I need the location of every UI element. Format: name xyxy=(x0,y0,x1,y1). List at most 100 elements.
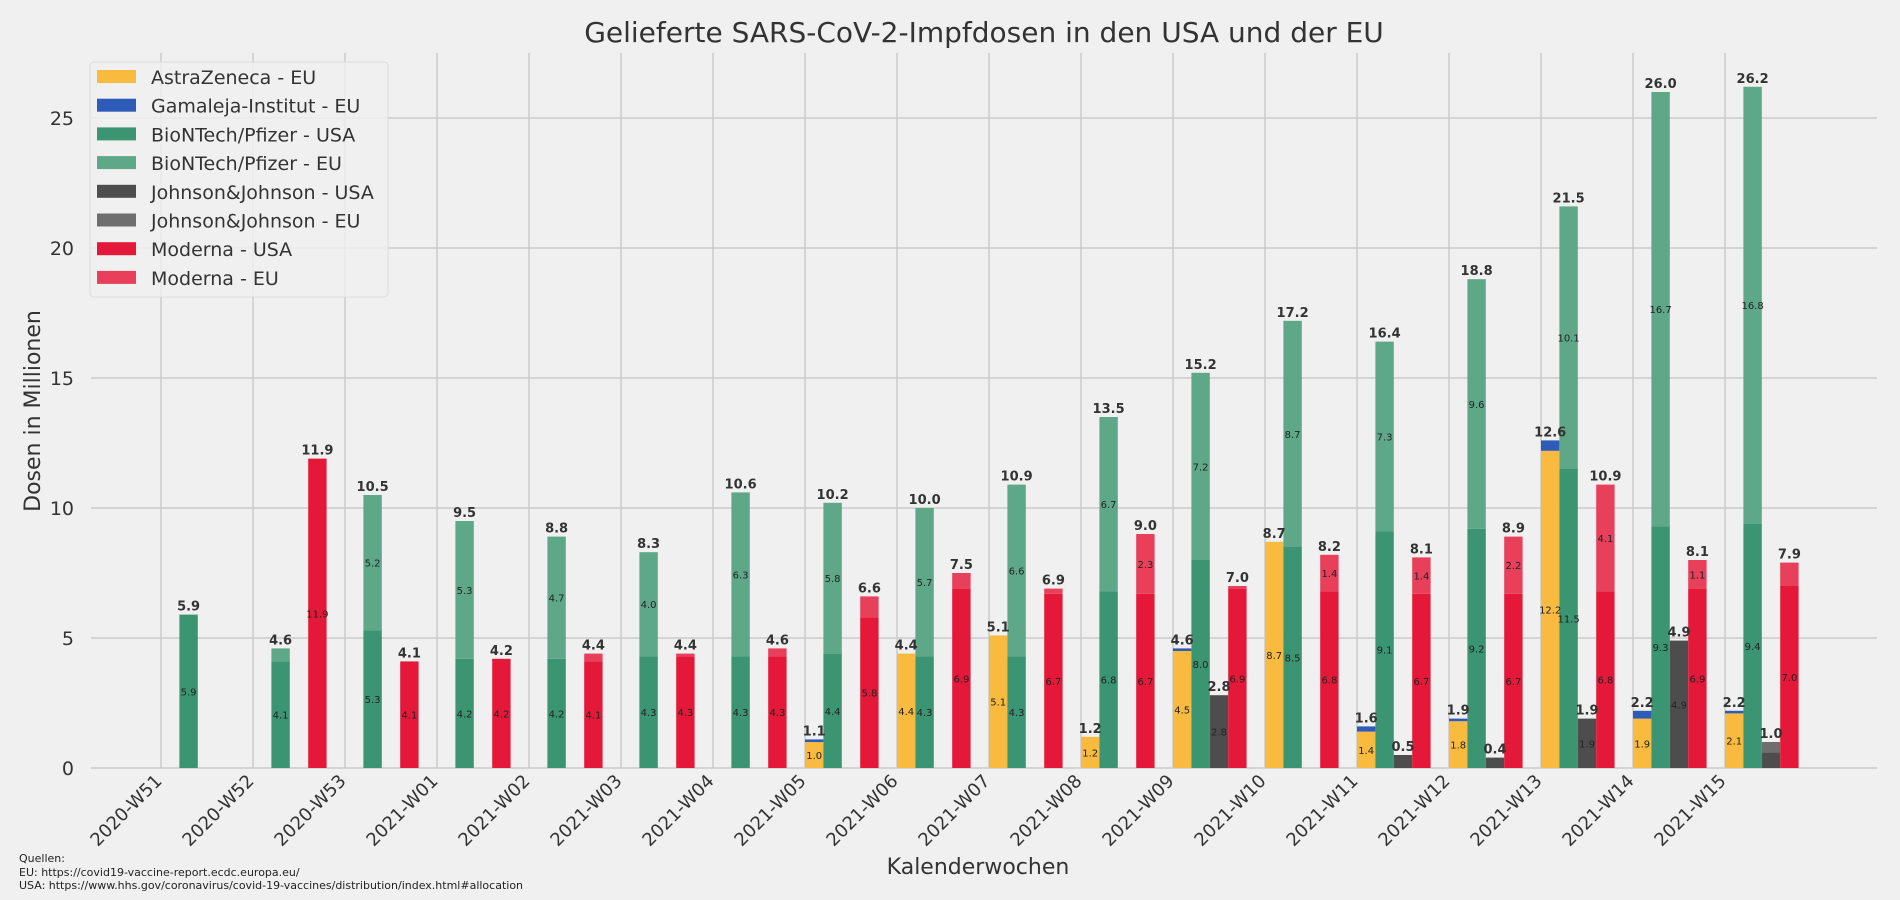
bar-segment xyxy=(1541,440,1560,451)
segment-value-label: 6.7 xyxy=(1045,677,1061,688)
bar-segment xyxy=(1007,484,1026,657)
legend-swatch xyxy=(97,70,136,83)
segment-value-label: 6.9 xyxy=(1689,674,1705,685)
bar-segment xyxy=(1044,593,1063,768)
x-tick-label: 2021-W10 xyxy=(1190,771,1270,851)
bar-segment xyxy=(1725,710,1744,714)
bar-segment xyxy=(1761,752,1781,768)
segment-value-label: 4.3 xyxy=(769,708,785,719)
bar-total-label: 21.5 xyxy=(1553,191,1585,206)
bar-total-label: 7.0 xyxy=(1226,571,1249,586)
segment-value-label: 7.2 xyxy=(1193,462,1209,473)
bar-segment xyxy=(1651,92,1670,527)
segment-value-label: 2.8 xyxy=(1211,728,1227,739)
legend-label: Moderna - EU xyxy=(151,268,279,290)
bar-segment xyxy=(989,635,1008,768)
bar-segment xyxy=(1357,726,1376,732)
segment-value-label: 16.8 xyxy=(1741,301,1763,312)
bar-segment xyxy=(400,661,419,768)
bar-total-label: 12.6 xyxy=(1534,425,1566,440)
bar-total-label: 5.9 xyxy=(177,600,200,615)
segment-value-label: 16.7 xyxy=(1649,305,1671,316)
bar-segment xyxy=(805,742,824,768)
segment-value-label: 12.2 xyxy=(1539,605,1561,616)
bar-segment xyxy=(1596,484,1615,592)
x-axis-label: Kalenderwochen xyxy=(887,855,1070,880)
bar-total-label: 8.2 xyxy=(1318,540,1341,555)
bar-total-label: 8.9 xyxy=(1502,522,1525,537)
bar-segment xyxy=(1688,560,1707,589)
bar-segment xyxy=(1725,713,1744,768)
bar-total-label: 1.9 xyxy=(1447,704,1470,719)
segment-value-label: 9.6 xyxy=(1469,400,1485,411)
legend-box xyxy=(89,61,389,298)
segment-value-label: 6.7 xyxy=(1137,677,1153,688)
y-tick-label: 5 xyxy=(62,628,74,650)
bar-segment xyxy=(1228,588,1247,768)
segment-value-label: 2.2 xyxy=(1505,561,1521,572)
bar-total-label: 1.0 xyxy=(1759,727,1782,742)
segment-value-label: 4.2 xyxy=(549,709,565,720)
bar-segment xyxy=(547,536,566,659)
bar-segment xyxy=(1173,648,1192,651)
segment-value-label: 4.1 xyxy=(273,711,289,722)
segment-value-label: 8.7 xyxy=(1285,430,1301,441)
bar-segment xyxy=(1743,86,1762,524)
bar-segment xyxy=(1412,557,1431,594)
segment-value-label: 1.4 xyxy=(1413,572,1429,583)
segment-value-label: 6.7 xyxy=(1413,677,1429,688)
bar-total-label: 17.2 xyxy=(1277,306,1309,321)
bar-total-label: 15.2 xyxy=(1185,358,1217,373)
legend-swatch xyxy=(97,127,136,141)
x-tick-label: 2021-W14 xyxy=(1558,771,1638,851)
bar-segment xyxy=(1596,591,1615,768)
segment-value-label: 6.8 xyxy=(1321,676,1337,687)
bar-segment xyxy=(1099,591,1118,768)
bar-segment xyxy=(1449,718,1468,722)
bar-total-label: 10.2 xyxy=(817,488,849,503)
bar-total-label: 4.1 xyxy=(398,646,421,661)
segment-value-label: 2.3 xyxy=(1137,560,1153,571)
bar-total-label: 4.4 xyxy=(674,639,697,654)
bar-segment xyxy=(731,492,750,657)
segment-value-label: 4.7 xyxy=(549,594,565,605)
segment-value-label: 10.1 xyxy=(1557,334,1579,345)
bar-total-label: 4.9 xyxy=(1667,626,1690,641)
bar-segment xyxy=(1320,591,1339,768)
segment-value-label: 8.0 xyxy=(1193,660,1209,671)
bar-segment xyxy=(952,588,971,768)
bar-segment xyxy=(584,653,603,662)
bar-total-label: 5.1 xyxy=(987,620,1010,635)
segment-value-label: 5.9 xyxy=(181,687,197,698)
x-tick-label: 2021-W13 xyxy=(1466,771,1546,851)
segment-value-label: 9.3 xyxy=(1653,643,1669,654)
bar-segment xyxy=(676,653,695,657)
bar-total-label: 1.2 xyxy=(1079,722,1102,737)
segment-value-label: 4.4 xyxy=(898,707,914,718)
bar-segment xyxy=(1375,531,1394,768)
bar-total-label: 2.8 xyxy=(1207,680,1230,695)
bar-segment xyxy=(1412,593,1431,768)
segment-value-label: 9.2 xyxy=(1469,644,1485,655)
bar-segment xyxy=(1577,718,1597,768)
bar-total-label: 0.4 xyxy=(1483,743,1506,758)
segment-value-label: 5.7 xyxy=(917,578,933,589)
y-tick-label: 25 xyxy=(50,108,74,130)
bar-total-label: 1.9 xyxy=(1575,704,1598,719)
bar-segment xyxy=(1081,736,1100,768)
legend-label: BioNTech/Pfizer - USA xyxy=(151,124,355,146)
x-tick-label: 2021-W09 xyxy=(1098,771,1178,851)
legend-swatch xyxy=(97,270,136,284)
segment-value-label: 11.5 xyxy=(1557,615,1579,626)
bar-labels: 5.9 5.9 4.1 4.6 11.9 11.9 5.3 5.2 10.5 4.1 4.1 4.2 5… xyxy=(177,72,1801,762)
y-tick-labels: 0 5 10 15 20 25 xyxy=(50,108,74,780)
bar-segment xyxy=(1541,450,1560,768)
y-axis-label: Dosen in Millionen xyxy=(21,310,46,512)
segment-value-label: 4.1 xyxy=(585,711,601,722)
segment-value-label: 9.4 xyxy=(1745,642,1761,653)
bar-segment xyxy=(492,658,511,768)
bar-total-label: 26.0 xyxy=(1645,77,1677,92)
bar-segment xyxy=(1173,651,1192,768)
bar-total-label: 4.6 xyxy=(1171,633,1194,648)
bar-segment xyxy=(363,630,382,768)
